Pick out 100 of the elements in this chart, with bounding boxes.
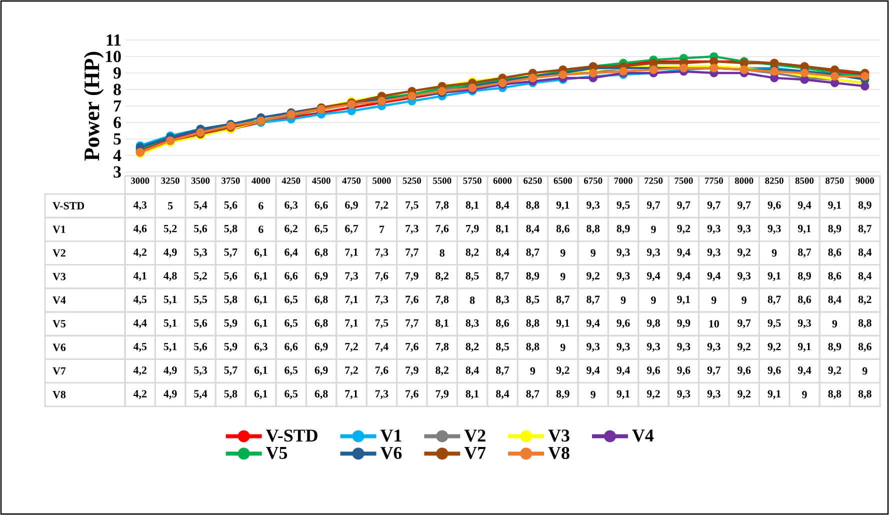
data-label: 6,3 xyxy=(254,342,268,352)
data-label: 8,5 xyxy=(526,296,540,305)
data-label: 9,6 xyxy=(768,201,781,210)
text: V4 xyxy=(52,296,66,304)
data-label: 8,4 xyxy=(466,366,479,376)
data-label: 7,9 xyxy=(406,272,418,282)
data-label: 8,6 xyxy=(496,319,510,328)
data-label: 5,8 xyxy=(224,224,238,234)
data-label: 9,4 xyxy=(677,248,690,258)
data-label: 8,8 xyxy=(586,224,600,234)
data-label: 8,9 xyxy=(828,224,842,234)
data-label: 9,2 xyxy=(646,390,660,400)
data-label: 9,2 xyxy=(586,272,600,282)
data-label: 7,5 xyxy=(375,319,388,328)
data-label: 9 xyxy=(590,249,596,257)
x-tick-label: 7500 xyxy=(674,178,693,184)
data-label: 5,9 xyxy=(224,342,238,352)
y-tick-label: 9 xyxy=(113,67,121,79)
data-label: 5,7 xyxy=(224,366,238,376)
data-label: 9,3 xyxy=(738,272,751,282)
data-label: 8,6 xyxy=(556,224,570,234)
data-label: 9,9 xyxy=(677,319,690,328)
data-label: 9,3 xyxy=(677,342,690,352)
legend-label: V8 xyxy=(548,446,570,460)
data-label: 9 xyxy=(832,320,838,328)
data-label: 9,7 xyxy=(707,366,720,376)
data-label: 9,4 xyxy=(677,272,690,282)
data-label: 8,7 xyxy=(768,296,781,305)
data-label: 8,8 xyxy=(526,342,540,352)
data-label: 9,6 xyxy=(738,366,751,376)
data-label: 8,4 xyxy=(496,201,510,210)
data-label: 6,1 xyxy=(254,390,268,400)
data-label: 9,3 xyxy=(616,342,630,352)
data-label: 5,3 xyxy=(194,366,207,376)
data-label: 8,8 xyxy=(526,201,540,210)
x-tick-label: 6000 xyxy=(493,178,512,184)
data-label: 9,2 xyxy=(738,390,750,400)
data-label: 6,5 xyxy=(284,366,298,376)
text: V8 xyxy=(52,390,66,398)
data-label: 9,6 xyxy=(646,366,660,376)
data-label: 7 xyxy=(380,226,384,233)
data-label: 9,3 xyxy=(586,201,600,210)
data-label: 6,4 xyxy=(284,248,298,258)
data-label: 8,9 xyxy=(556,390,570,400)
y-tick-label: 5 xyxy=(114,133,121,145)
data-label: 9,3 xyxy=(646,248,660,258)
data-label: 5,1 xyxy=(164,319,177,328)
text: V2 xyxy=(52,249,66,257)
data-label: 6,8 xyxy=(314,319,328,328)
data-label: 7,6 xyxy=(436,224,449,234)
text: V6 xyxy=(52,344,66,352)
data-label: 7,7 xyxy=(406,248,418,258)
data-label: 9,3 xyxy=(738,224,751,234)
data-label: 9,6 xyxy=(677,366,690,376)
data-label: 9 xyxy=(742,296,746,304)
data-label: 8,2 xyxy=(858,296,872,305)
data-label: 9,3 xyxy=(586,342,600,352)
legend-label: V6 xyxy=(380,446,402,460)
data-label: 8,4 xyxy=(858,248,872,258)
data-label: 9,7 xyxy=(646,201,660,210)
data-label: 8,7 xyxy=(526,248,540,258)
legend-label: V7 xyxy=(464,447,486,460)
data-label: 7,6 xyxy=(406,342,418,352)
x-tick-label: 3750 xyxy=(222,178,240,184)
data-label: 9,3 xyxy=(616,248,630,258)
data-label: 8 xyxy=(440,249,444,257)
data-label: 7,6 xyxy=(375,272,388,282)
y-tick-label: 3 xyxy=(114,166,121,178)
data-label: 7,3 xyxy=(375,296,388,305)
data-label: 5,6 xyxy=(194,224,208,234)
data-label: 9 xyxy=(862,367,868,375)
data-label: 9,1 xyxy=(798,224,811,234)
data-label: 6 xyxy=(258,226,264,234)
data-label: 7,1 xyxy=(345,296,358,305)
data-label: 9,3 xyxy=(646,342,660,352)
data-label: 9,3 xyxy=(798,319,811,328)
data-label: 5,2 xyxy=(164,224,177,234)
data-label: 8,3 xyxy=(466,319,479,328)
data-label: 7,2 xyxy=(345,342,358,352)
text: V7 xyxy=(52,367,66,375)
data-label: 9,4 xyxy=(798,201,812,210)
data-label: 5,7 xyxy=(224,248,238,258)
data-label: 9,3 xyxy=(707,224,720,234)
data-label: 8,2 xyxy=(436,366,448,376)
x-tick-label: 3000 xyxy=(131,178,150,184)
data-label: 8,6 xyxy=(828,272,842,282)
data-label: 8,5 xyxy=(466,272,479,282)
data-label: 6,1 xyxy=(254,272,268,282)
data-label: 7,3 xyxy=(345,272,358,282)
x-tick-label: 6500 xyxy=(554,178,572,184)
data-label: 8,8 xyxy=(858,319,872,328)
text: V1 xyxy=(52,226,66,234)
data-label: 9 xyxy=(590,390,596,398)
data-label: 9,4 xyxy=(707,272,721,282)
data-label: 5,5 xyxy=(194,296,207,305)
data-label: 8,9 xyxy=(798,272,811,282)
data-label: 8,7 xyxy=(496,272,510,282)
data-label: 9 xyxy=(560,272,566,280)
data-label: 8,7 xyxy=(526,390,540,400)
data-label: 7,7 xyxy=(406,319,418,328)
